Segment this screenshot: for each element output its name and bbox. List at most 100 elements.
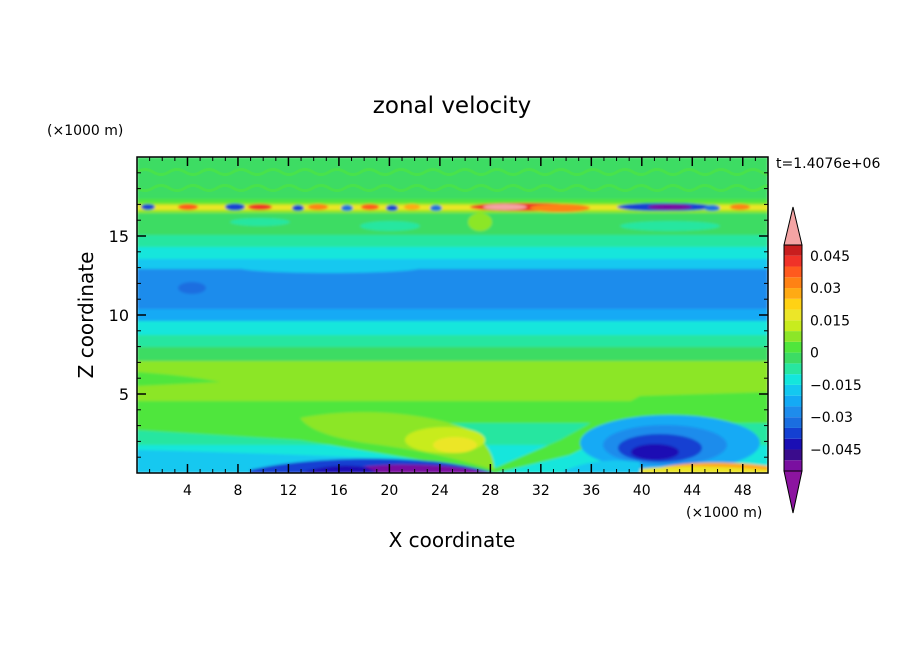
colorbar-swatch	[784, 363, 802, 375]
y-tick-label: 10	[109, 306, 129, 325]
jet-strip-yellow	[137, 205, 768, 210]
x-tick-label: 24	[431, 483, 449, 499]
band-cyan-upper	[137, 247, 768, 259]
jet-blue-left	[225, 203, 245, 211]
x-tick-label: 36	[582, 483, 600, 499]
jet-red-mid1	[308, 204, 328, 210]
band-light-blue-upper	[137, 259, 768, 269]
jet-blue-right2	[704, 205, 720, 211]
colorbar-swatch	[784, 417, 802, 428]
x-axis-title: X coordinate	[389, 528, 516, 552]
colorbar-tick-label: 0.015	[810, 313, 850, 329]
colorbar-tick-label: −0.015	[810, 378, 862, 394]
colorbar-frame	[783, 244, 803, 472]
y-axis-ticks: 5 10 15	[109, 172, 768, 458]
jet-blue-mid3	[386, 205, 398, 211]
colorbar-swatch	[784, 245, 802, 256]
colorbar-swatch	[784, 406, 802, 418]
patch-cyan-2	[540, 260, 700, 268]
x-unit-label: (×1000 m)	[686, 505, 762, 521]
x-tick-label: 28	[481, 483, 499, 499]
jet-blue-mid1	[292, 205, 304, 211]
jet-red-left2	[178, 204, 198, 210]
colorbar-swatch	[784, 427, 802, 439]
jet-red-mid2	[361, 204, 379, 210]
colorbar-swatch	[784, 331, 802, 342]
band-teal	[137, 235, 768, 247]
jet-red-left	[248, 204, 272, 210]
band-blue	[137, 269, 768, 309]
jet-red-right	[730, 204, 750, 210]
band-upper-mix	[137, 157, 768, 199]
patch-teal-2	[230, 218, 290, 226]
upper-wave-texture-2	[137, 184, 768, 192]
colorbar-swatch	[784, 320, 802, 332]
x-tick-label: 20	[380, 483, 398, 499]
lime-lobe-left	[300, 412, 495, 470]
lime-tongue-right	[555, 373, 768, 392]
colorbar-tick-label: 0.03	[810, 281, 841, 297]
band-light-blue-lower	[137, 309, 768, 321]
colorbar: 0.045 0.03 0.015 0 −0.015 −0.03 −0.045	[783, 206, 862, 514]
colorbar-swatch	[784, 298, 802, 310]
colorbar-swatch	[784, 384, 802, 396]
jet-orange	[530, 204, 590, 212]
band-teal-lower	[137, 335, 768, 347]
heatmap-field	[137, 157, 768, 473]
y-tick-label: 5	[119, 385, 129, 404]
bottom-dark-blue	[300, 465, 380, 473]
jet-blue-far-left	[141, 204, 155, 210]
x-tick-label: 8	[233, 483, 242, 499]
colorbar-over-arrow	[783, 206, 803, 246]
colorbar-swatch	[784, 266, 802, 278]
y-unit-label: (×1000 m)	[47, 123, 123, 139]
x-tick-label: 48	[734, 483, 752, 499]
jet-red-core2	[483, 204, 527, 210]
colorbar-tick-label: −0.03	[810, 410, 853, 426]
colorbar-swatch	[784, 352, 802, 364]
bottom-right-yellow	[610, 466, 768, 473]
x-tick-label: 12	[280, 483, 298, 499]
band-below-jet	[137, 213, 768, 235]
patch-lime-1	[468, 213, 492, 231]
jet-red-mid3	[404, 204, 420, 210]
colorbar-swatch	[784, 395, 802, 407]
colorbar-swatch	[784, 288, 802, 299]
colorbar-swatch	[784, 438, 802, 450]
x-tick-label: 32	[532, 483, 550, 499]
colorbar-tick-label: −0.045	[810, 442, 862, 458]
colorbar-swatch	[784, 255, 802, 267]
band-green-lower	[137, 347, 768, 361]
y-tick-label: 15	[109, 227, 129, 246]
colorbar-swatch	[784, 309, 802, 321]
neg-cell-core	[631, 444, 679, 460]
jet-purple-right	[648, 204, 692, 210]
patch-teal-3	[620, 221, 720, 231]
jet-blue-mid2	[341, 205, 353, 211]
patch-teal-1	[360, 221, 420, 231]
chart-title: zonal velocity	[373, 93, 531, 119]
y-axis-title: Z coordinate	[74, 252, 98, 379]
x-tick-label: 4	[183, 483, 192, 499]
lime-tongue-left	[137, 372, 220, 386]
yellow-core	[433, 437, 477, 453]
upper-wave-texture	[137, 168, 768, 176]
colorbar-swatch	[784, 374, 802, 385]
colorbar-swatch	[784, 460, 802, 471]
colorbar-swatch	[784, 341, 802, 353]
colorbar-tick-label: 0	[810, 346, 819, 362]
colorbar-swatch	[784, 449, 802, 461]
patch-cyan-1	[240, 263, 420, 273]
colorbar-swatch	[784, 277, 802, 289]
band-cyan-lower	[137, 321, 768, 335]
x-tick-label: 40	[633, 483, 651, 499]
jet-blue-mid4	[430, 205, 442, 211]
colorbar-under-arrow	[783, 470, 803, 514]
x-tick-label: 44	[683, 483, 701, 499]
eddy-left	[178, 282, 206, 294]
colorbar-tick-label: 0.045	[810, 249, 850, 265]
time-label: t=1.4076e+06	[776, 156, 880, 172]
x-tick-label: 16	[330, 483, 348, 499]
bottom-mid-cyan	[560, 460, 640, 473]
